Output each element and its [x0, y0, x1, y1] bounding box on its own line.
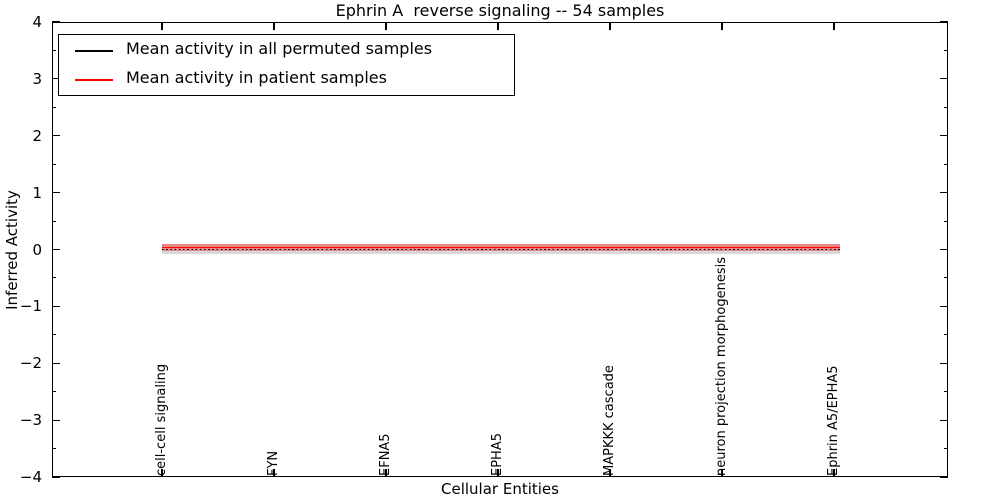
y-major-tick-right — [940, 135, 948, 137]
x-tick-top — [273, 22, 275, 30]
x-tick-label: Ephrin A5/EPHA5 — [826, 365, 841, 476]
y-minor-tick-right — [944, 220, 948, 222]
y-tick-label: −4 — [19, 468, 42, 486]
legend: Mean activity in all permuted samples Me… — [58, 34, 515, 96]
x-tick-bottom — [721, 469, 723, 477]
y-tick-label: −2 — [19, 354, 42, 373]
y-minor-tick-left — [52, 334, 56, 336]
y-major-tick-left — [52, 248, 60, 251]
y-major-tick-right — [940, 248, 948, 251]
legend-line-black-icon — [75, 50, 113, 52]
x-tick-top — [497, 22, 499, 30]
legend-entry-patient: Mean activity in patient samples — [59, 66, 514, 94]
x-tick-top — [609, 22, 611, 30]
y-minor-tick-right — [944, 277, 948, 279]
y-major-tick-right — [940, 419, 948, 421]
series-line-patient-mean — [162, 246, 840, 249]
y-minor-tick-right — [944, 49, 948, 51]
x-tick-top — [833, 22, 835, 30]
y-tick-label: −1 — [19, 297, 42, 316]
y-minor-tick-left — [52, 106, 56, 108]
x-tick-label: MAPKKK cascade — [602, 365, 617, 476]
y-major-tick-left — [52, 476, 60, 478]
y-axis-label: Inferred Activity — [3, 190, 21, 310]
x-tick-bottom — [833, 469, 835, 477]
x-tick-label: EFNA5 — [378, 433, 393, 476]
y-minor-tick-left — [52, 49, 56, 51]
legend-label-patient: Mean activity in patient samples — [126, 68, 387, 87]
y-major-tick-left — [52, 362, 60, 364]
x-tick-bottom — [385, 469, 387, 477]
y-minor-tick-left — [52, 391, 56, 393]
y-tick-label: 4 — [32, 13, 42, 31]
y-minor-tick-right — [944, 448, 948, 450]
y-minor-tick-right — [944, 334, 948, 336]
legend-line-red-icon — [75, 79, 113, 81]
y-minor-tick-right — [944, 391, 948, 393]
y-tick-label: 2 — [32, 126, 42, 145]
x-tick-top — [385, 22, 387, 30]
y-major-tick-right — [940, 305, 948, 307]
x-tick-label: cell-cell signaling — [154, 363, 169, 476]
y-major-tick-right — [940, 192, 948, 194]
x-tick-top — [161, 22, 163, 30]
x-tick-bottom — [609, 469, 611, 477]
x-tick-bottom — [273, 469, 275, 477]
x-tick-label: FYN — [266, 450, 281, 476]
y-major-tick-right — [940, 476, 948, 478]
y-minor-tick-left — [52, 163, 56, 165]
x-tick-label: EPHA5 — [490, 433, 505, 476]
y-tick-label: 0 — [32, 240, 42, 259]
x-tick-bottom — [161, 469, 163, 477]
x-axis-label: Cellular Entities — [441, 480, 559, 498]
y-major-tick-right — [940, 21, 948, 23]
y-minor-tick-left — [52, 277, 56, 279]
x-tick-label: neuron projection morphogenesis — [714, 257, 729, 476]
legend-entry-permuted: Mean activity in all permuted samples — [59, 37, 514, 65]
y-major-tick-left — [52, 21, 60, 23]
y-major-tick-left — [52, 305, 60, 307]
y-major-tick-right — [940, 78, 948, 80]
y-tick-label: 1 — [32, 183, 42, 202]
y-minor-tick-right — [944, 163, 948, 165]
chart-title: Ephrin A reverse signaling -- 54 samples — [335, 1, 665, 20]
y-major-tick-right — [940, 362, 948, 364]
y-major-tick-left — [52, 192, 60, 194]
y-minor-tick-left — [52, 220, 56, 222]
y-minor-tick-left — [52, 448, 56, 450]
y-major-tick-left — [52, 135, 60, 137]
x-tick-top — [721, 22, 723, 30]
legend-label-permuted: Mean activity in all permuted samples — [126, 39, 433, 58]
y-tick-label: 3 — [32, 69, 42, 88]
y-tick-label: −3 — [19, 411, 42, 430]
series-line-permuted-mean — [162, 248, 840, 251]
y-major-tick-left — [52, 419, 60, 421]
x-tick-bottom — [497, 469, 499, 477]
y-major-tick-left — [52, 78, 60, 80]
y-minor-tick-right — [944, 106, 948, 108]
